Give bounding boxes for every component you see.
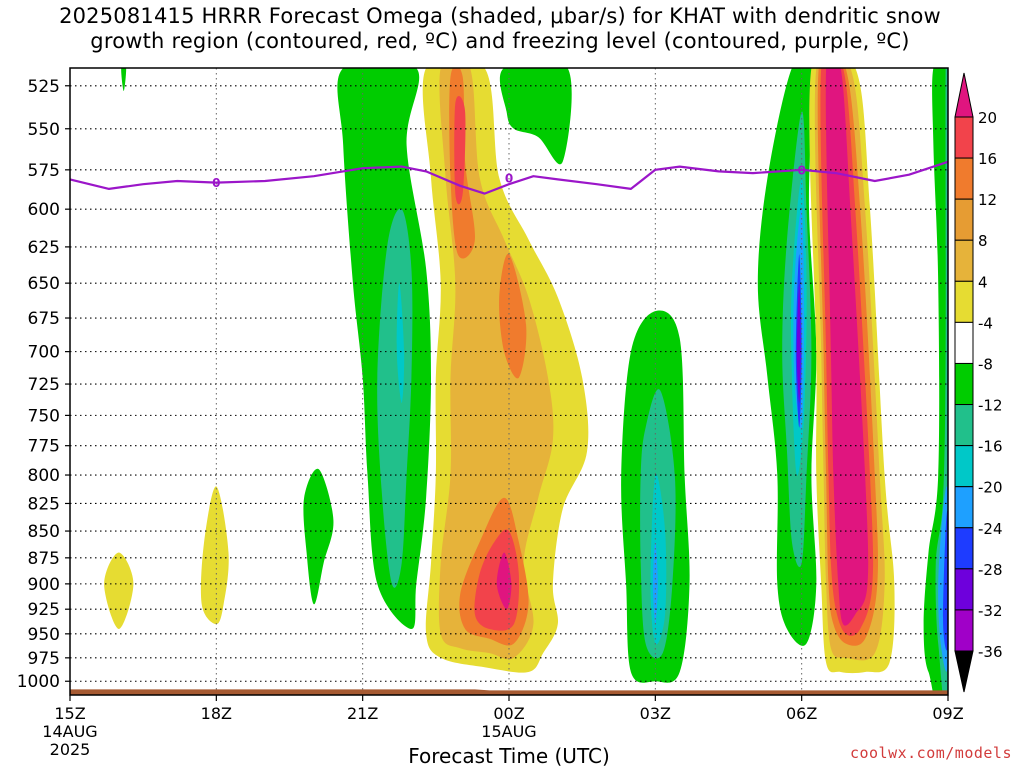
x-tick-label: 09Z [932, 704, 963, 723]
y-tick-label: 825 [28, 494, 60, 514]
colorbar-box [954, 198, 974, 241]
omega-shading [104, 68, 948, 695]
colorbar-bottom-arrow [954, 650, 974, 693]
colorbar-label: -24 [978, 520, 1003, 538]
title-line-2: growth region (contoured, red, ºC) and f… [90, 29, 910, 53]
y-tick-label: 650 [28, 274, 60, 294]
omega-region [496, 552, 512, 610]
colorbar-label: -32 [978, 602, 1003, 620]
y-tick-label: 525 [28, 77, 60, 97]
y-tick-label: 775 [28, 437, 60, 457]
colorbar-label: -8 [978, 355, 993, 373]
x-tick-label: 15Z [54, 704, 85, 723]
colorbar-box [954, 116, 974, 159]
y-tick-label: 975 [28, 649, 60, 669]
credit-text: coolwx.com/models [849, 744, 1012, 762]
colorbar-box [954, 239, 974, 282]
omega-region [104, 552, 134, 629]
x-tick-sublabel: 2025 [50, 740, 91, 759]
colorbar-box [954, 157, 974, 200]
omega-region [499, 68, 572, 165]
omega-region [499, 253, 527, 379]
colorbar-label: -12 [978, 397, 1003, 415]
colorbar-label: 16 [978, 150, 997, 168]
omega-region [303, 468, 334, 605]
omega-region [796, 283, 801, 403]
freezing-level-label: 0 [212, 176, 220, 190]
x-tick-label: 18Z [201, 704, 232, 723]
colorbar-label: 8 [978, 232, 988, 250]
colorbar-box [954, 527, 974, 570]
x-tick-label: 00Z [493, 704, 524, 723]
colorbar-label: -4 [978, 314, 993, 332]
chart-title: 2025081415 HRRR Forecast Omega (shaded, … [0, 4, 1000, 54]
omega-region [825, 68, 869, 626]
colorbar-box [954, 362, 974, 406]
colorbar-box [954, 280, 974, 323]
x-tick-label: 03Z [640, 704, 671, 723]
colorbar-label: -28 [978, 561, 1003, 579]
terrain-band [70, 689, 948, 695]
colorbar-box [954, 321, 974, 364]
grid [70, 68, 948, 695]
y-tick-label: 900 [28, 575, 60, 595]
x-tick-label: 06Z [786, 704, 817, 723]
freezing-level-line [69, 160, 949, 195]
colorbar-box [954, 404, 974, 447]
title-line-1: 2025081415 HRRR Forecast Omega (shaded, … [59, 4, 941, 28]
colorbar-box [954, 609, 974, 652]
colorbar-box [954, 445, 974, 488]
colorbar: 20 16 12 8 4 -4 -8 -12 -16 -20 -24 -28 -32 -36 [954, 72, 1003, 693]
y-tick-label: 850 [28, 522, 60, 542]
colorbar-label: -20 [978, 479, 1003, 497]
omega-region [377, 208, 413, 588]
y-tick-label: 800 [28, 466, 60, 486]
freezing-level-label: 0 [505, 171, 513, 185]
y-tick-label: 950 [28, 625, 60, 645]
terrain-fill [70, 689, 948, 695]
y-tick-label: 925 [28, 600, 60, 620]
colorbar-box [954, 486, 974, 529]
y-tick-label: 875 [28, 549, 60, 569]
x-tick-sublabel: 14AUG [42, 722, 97, 741]
freezing-level-label: 0 [797, 163, 805, 177]
y-tick-label: 625 [28, 238, 60, 258]
y-tick-label: 750 [28, 406, 60, 426]
x-tick-label: 21Z [347, 704, 378, 723]
colorbar-label: 12 [978, 191, 997, 209]
colorbar-label: -36 [978, 643, 1003, 661]
y-axis: 525 550 575 600 625 650 675 700 725 750 775 800 825 8… [17, 77, 70, 692]
y-tick-label: 550 [28, 120, 60, 140]
colorbar-label: -16 [978, 438, 1003, 456]
freezing-level-contour: 0 0 0 [69, 160, 949, 195]
colorbar-box [954, 568, 974, 611]
colorbar-top-arrow [954, 72, 974, 118]
omega-region [396, 283, 405, 403]
x-axis-label: Forecast Time (UTC) [408, 744, 610, 768]
omega-region [943, 510, 948, 651]
colorbar-label: 4 [978, 273, 988, 291]
y-tick-label: 575 [28, 161, 60, 181]
x-tick-sublabel: 15AUG [481, 722, 536, 741]
y-tick-label: 600 [28, 200, 60, 220]
colorbar-label: 20 [978, 109, 997, 127]
y-tick-label: 1000 [17, 672, 60, 692]
y-tick-label: 675 [28, 309, 60, 329]
omega-region [121, 68, 127, 91]
omega-region [454, 95, 466, 205]
y-tick-label: 700 [28, 343, 60, 363]
omega-region [200, 486, 229, 625]
y-tick-label: 725 [28, 375, 60, 395]
